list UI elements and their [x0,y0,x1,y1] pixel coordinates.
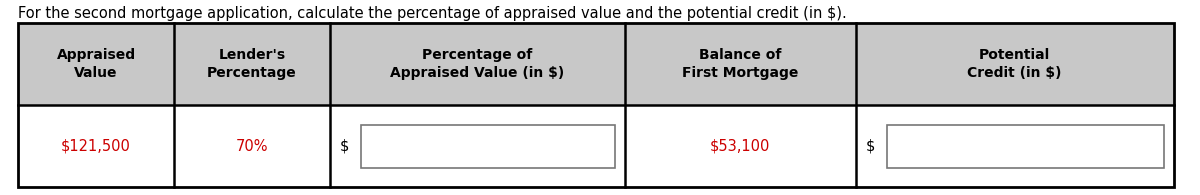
Text: $121,500: $121,500 [61,139,131,154]
Text: Appraised
Value: Appraised Value [56,48,136,80]
Text: Balance of
First Mortgage: Balance of First Mortgage [682,48,798,80]
Text: $53,100: $53,100 [710,139,770,154]
Text: Percentage of
Appraised Value (in $): Percentage of Appraised Value (in $) [390,48,564,80]
Text: For the second mortgage application, calculate the percentage of appraised value: For the second mortgage application, cal… [18,6,847,21]
Text: Lender's
Percentage: Lender's Percentage [208,48,296,80]
Text: 70%: 70% [235,139,269,154]
Text: $: $ [340,139,349,154]
Text: $: $ [865,139,875,154]
Text: Potential
Credit (in $): Potential Credit (in $) [967,48,1062,80]
